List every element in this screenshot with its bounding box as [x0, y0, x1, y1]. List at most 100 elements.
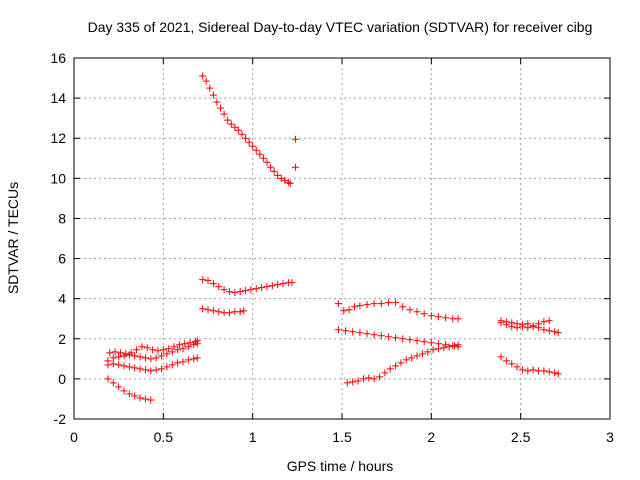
- data-point: [115, 361, 123, 369]
- data-point: [497, 353, 505, 361]
- data-point: [174, 359, 182, 367]
- data-point: [209, 280, 217, 288]
- data-point: [342, 327, 350, 335]
- data-point: [454, 341, 462, 349]
- y-tick-labels: -2 0 2 4 6 8 10 12 14 16: [50, 50, 66, 427]
- x-tick-label: 1: [249, 429, 257, 445]
- plot-frame: [73, 57, 611, 420]
- y-tick-label: -2: [54, 411, 67, 427]
- series-arc-l: [497, 353, 562, 378]
- data-point: [159, 346, 167, 354]
- data-point: [190, 355, 198, 363]
- data-point: [111, 348, 119, 356]
- x-tick-label: 2: [427, 429, 435, 445]
- data-point: [225, 309, 233, 317]
- series-arc-b: [104, 354, 201, 375]
- data-point: [256, 150, 264, 158]
- x-tick-label: 0: [70, 429, 78, 445]
- data-point: [454, 315, 462, 323]
- y-tick-label: 12: [50, 130, 66, 146]
- data-point: [193, 354, 201, 362]
- data-point: [356, 329, 364, 337]
- data-point: [227, 120, 235, 128]
- data-point: [399, 303, 407, 311]
- data-point: [551, 328, 559, 336]
- data-point: [263, 283, 271, 291]
- data-point: [354, 377, 362, 385]
- data-point: [191, 338, 199, 346]
- data-point: [242, 287, 250, 295]
- data-point: [413, 308, 421, 316]
- data-point: [274, 171, 282, 179]
- data-point: [133, 346, 141, 354]
- data-point: [434, 345, 442, 353]
- data-point: [445, 343, 453, 351]
- data-point: [363, 301, 371, 309]
- data-point: [181, 340, 189, 348]
- data-point: [141, 366, 149, 374]
- series-arc-h: [199, 305, 248, 317]
- data-point: [286, 179, 294, 187]
- data-point: [168, 361, 176, 369]
- data-point: [259, 154, 267, 162]
- data-point: [131, 364, 139, 372]
- data-point: [402, 356, 410, 364]
- series-arc-e: [199, 72, 294, 187]
- data-point: [131, 352, 139, 360]
- data-point: [115, 383, 123, 391]
- data-point: [420, 310, 428, 318]
- data-point: [551, 369, 559, 377]
- y-tick-label: 8: [58, 210, 66, 226]
- data-point: [442, 314, 450, 322]
- data-point: [199, 276, 207, 284]
- data-point: [392, 362, 400, 370]
- data-points: [104, 72, 562, 404]
- data-point: [545, 327, 553, 335]
- data-point: [158, 352, 166, 360]
- data-point: [136, 394, 144, 402]
- y-tick-label: 2: [58, 331, 66, 347]
- data-point: [125, 390, 133, 398]
- data-point: [284, 178, 292, 186]
- series-arc-g: [199, 276, 296, 297]
- data-point: [184, 356, 192, 364]
- series-arc-k: [343, 341, 462, 387]
- series-arc-f: [292, 135, 300, 171]
- data-point: [249, 142, 257, 150]
- data-point: [351, 303, 359, 311]
- data-point: [154, 347, 162, 355]
- data-point: [502, 357, 510, 365]
- data-point: [141, 395, 149, 403]
- y-tick-label: 10: [50, 170, 66, 186]
- data-point: [136, 353, 144, 361]
- data-point: [252, 146, 260, 154]
- x-axis-label: GPS time / hours: [287, 458, 394, 474]
- data-point: [122, 350, 130, 358]
- data-point: [508, 360, 516, 368]
- data-point: [242, 134, 250, 142]
- data-point: [418, 350, 426, 358]
- axis-ticks: [73, 57, 611, 420]
- data-point: [381, 369, 389, 377]
- data-point: [340, 307, 348, 315]
- data-point: [427, 312, 435, 320]
- data-point: [349, 378, 357, 386]
- data-point: [334, 326, 342, 334]
- data-point: [384, 333, 392, 341]
- data-point: [545, 317, 553, 325]
- data-point: [125, 363, 133, 371]
- data-point: [213, 98, 221, 106]
- data-point: [377, 300, 385, 308]
- data-point: [199, 72, 207, 80]
- y-axis-label: SDTVAR / TECUs: [5, 182, 21, 294]
- data-point: [535, 320, 543, 328]
- data-point: [413, 337, 421, 345]
- data-point: [217, 104, 225, 112]
- data-point: [104, 357, 112, 365]
- data-point: [349, 328, 357, 336]
- data-point: [236, 308, 244, 316]
- data-point: [540, 326, 548, 334]
- y-tick-label: 0: [58, 371, 66, 387]
- data-point: [143, 344, 151, 352]
- data-point: [497, 317, 505, 325]
